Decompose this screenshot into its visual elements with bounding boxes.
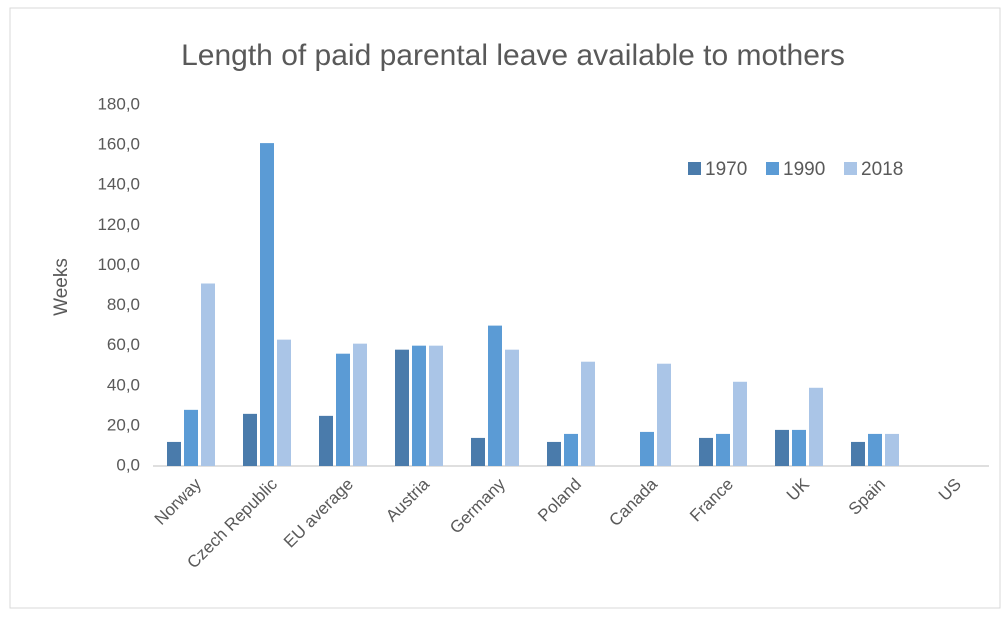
y-tick-label: 60,0 <box>107 335 140 354</box>
y-tick-label: 140,0 <box>97 175 140 194</box>
bar <box>167 441 181 466</box>
y-axis-label: Weeks <box>51 258 72 316</box>
bar <box>564 433 578 466</box>
bar <box>412 345 426 466</box>
legend-swatch <box>688 162 701 175</box>
y-tick-label: 20,0 <box>107 415 140 434</box>
bar <box>471 437 485 466</box>
y-tick-label: 80,0 <box>107 295 140 314</box>
bar <box>184 409 198 466</box>
bar <box>429 345 443 466</box>
y-tick-label: 40,0 <box>107 375 140 394</box>
y-tick-label: 100,0 <box>97 255 140 274</box>
bar <box>547 441 561 466</box>
bar <box>699 437 713 466</box>
legend-label: 2018 <box>861 159 903 180</box>
bar <box>657 363 671 466</box>
bar <box>775 429 789 466</box>
bar <box>716 433 730 466</box>
bar <box>353 343 367 466</box>
legend-label: 1970 <box>705 159 747 180</box>
bar <box>277 339 291 466</box>
bar <box>792 429 806 466</box>
y-tick-label: 120,0 <box>97 215 140 234</box>
legend-swatch <box>844 162 857 175</box>
bar <box>868 433 882 466</box>
y-tick-label: 160,0 <box>97 135 140 154</box>
bar <box>809 387 823 466</box>
chart-border <box>9 7 1001 609</box>
bar <box>640 431 654 466</box>
bar <box>319 415 333 466</box>
bar <box>336 353 350 466</box>
chart-title: Length of paid parental leave available … <box>181 39 845 72</box>
bar <box>851 441 865 466</box>
bar <box>581 361 595 466</box>
bar <box>488 325 502 466</box>
bar <box>260 143 274 466</box>
bar <box>201 283 215 466</box>
y-tick-label: 180,0 <box>97 94 140 113</box>
legend-swatch <box>766 162 779 175</box>
bar <box>505 349 519 466</box>
bar <box>733 381 747 466</box>
legend-label: 1990 <box>783 159 825 180</box>
bar <box>243 413 257 466</box>
bar <box>395 349 409 466</box>
bar <box>885 433 899 466</box>
y-tick-label: 0,0 <box>116 455 140 474</box>
